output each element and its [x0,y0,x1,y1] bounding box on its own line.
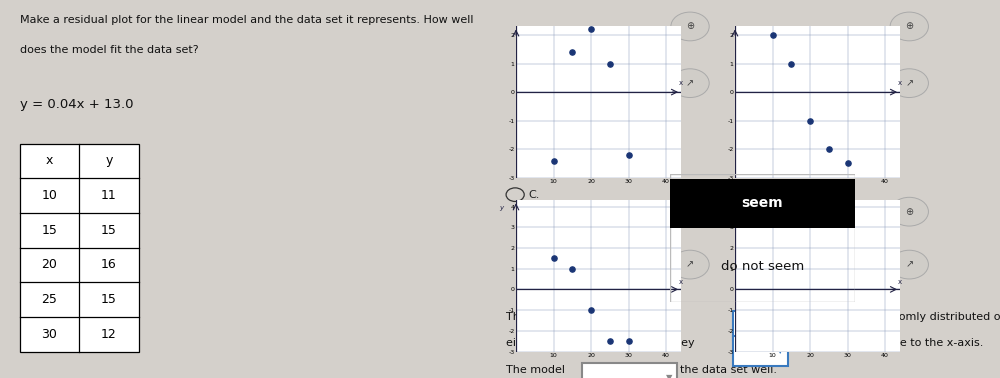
Text: y: y [499,205,503,211]
Text: ⊕: ⊕ [905,22,913,31]
Text: ↗: ↗ [686,78,694,88]
Text: 15: 15 [42,224,57,237]
Text: to be randomly distributed on: to be randomly distributed on [841,312,1000,322]
Point [764,32,780,38]
Text: 15: 15 [101,224,117,237]
Text: ↗: ↗ [686,260,694,270]
FancyBboxPatch shape [733,336,788,366]
Text: 30: 30 [42,328,57,341]
Text: D.: D. [749,190,761,200]
Text: the data set well.: the data set well. [680,365,777,375]
Text: 10: 10 [42,189,57,202]
Text: do not seem: do not seem [721,260,804,273]
Text: Make a residual plot for the linear model and the data set it represents. How we: Make a residual plot for the linear mode… [20,15,473,25]
Point [564,266,580,272]
Text: either side of the x-axis, and they: either side of the x-axis, and they [506,338,695,348]
Text: ↗: ↗ [905,78,913,88]
Point [546,255,562,261]
Text: 12: 12 [101,328,117,341]
Point [840,160,856,166]
Point [583,307,599,313]
Text: 11: 11 [101,189,117,202]
Point [620,338,637,344]
Circle shape [890,197,928,226]
Point [821,146,837,152]
Circle shape [671,12,709,41]
Circle shape [890,250,928,279]
Point [583,26,599,33]
Text: x: x [46,155,53,167]
Text: C.: C. [529,190,540,200]
Point [564,49,580,55]
Text: does the model fit the data set?: does the model fit the data set? [20,45,198,55]
Text: ▼: ▼ [777,346,783,355]
Text: ↗: ↗ [905,260,913,270]
Bar [670,179,855,228]
Text: 20: 20 [42,259,57,271]
Text: seem: seem [742,197,783,211]
Bar [20,144,139,352]
Text: 25: 25 [42,293,57,306]
Circle shape [671,69,709,98]
Text: 15: 15 [101,293,117,306]
Text: ⊕: ⊕ [905,207,913,217]
Point [620,152,637,158]
Text: x: x [679,279,683,285]
Point [546,158,562,164]
Text: ▼: ▼ [666,373,672,378]
Point [602,338,618,344]
Text: The points in the residual plot: The points in the residual plot [506,312,673,322]
Text: ⊕: ⊕ [686,22,694,31]
Point [783,60,799,67]
Text: y = 0.04x + 13.0: y = 0.04x + 13.0 [20,98,133,111]
FancyBboxPatch shape [582,363,677,378]
Circle shape [671,250,709,279]
Point [602,60,618,67]
Circle shape [671,197,709,226]
Text: ▼: ▼ [824,321,831,330]
Text: y: y [105,155,113,167]
Text: 16: 16 [101,259,117,271]
Text: x: x [679,81,683,86]
Text: clustered fairly close to the x-axis.: clustered fairly close to the x-axis. [791,338,983,348]
Circle shape [890,69,928,98]
Point [802,118,818,124]
FancyBboxPatch shape [733,311,836,340]
Text: ⊕: ⊕ [686,207,694,217]
Text: The model: The model [506,365,565,375]
Text: x: x [898,81,902,86]
Text: x: x [898,279,902,285]
Circle shape [890,12,928,41]
